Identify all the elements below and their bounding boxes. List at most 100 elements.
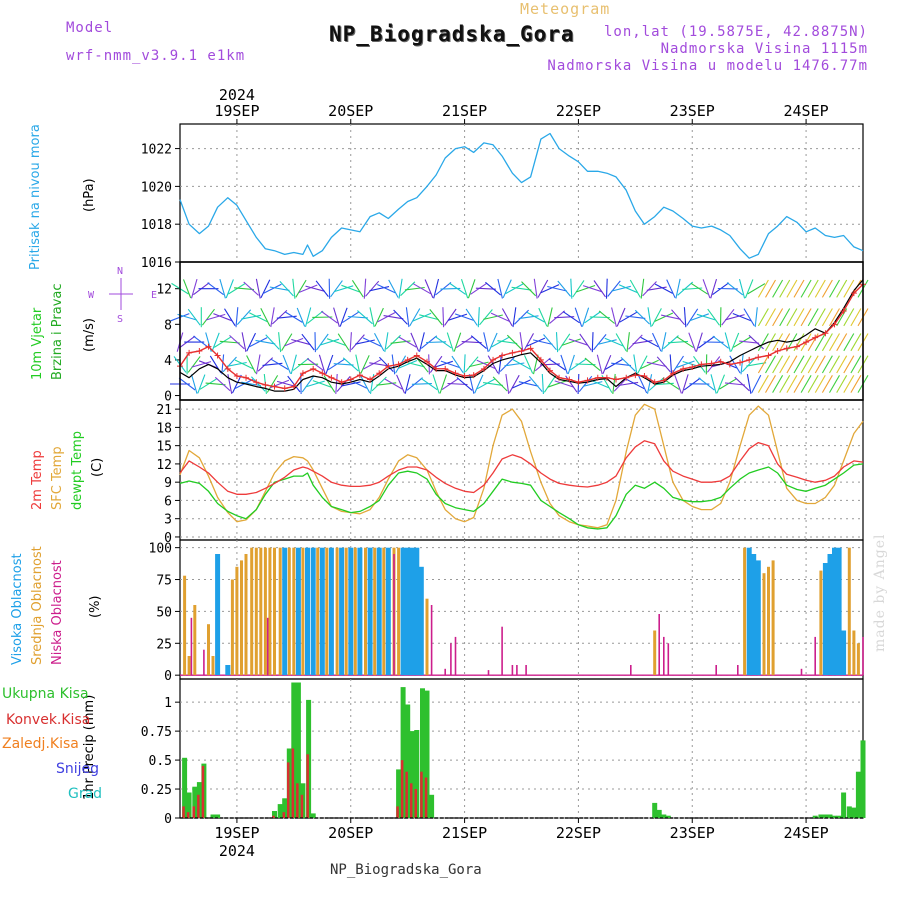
wind-barb (793, 355, 805, 374)
wind-barb (350, 334, 365, 351)
wind-mean-marker (746, 356, 753, 363)
wind-barb (512, 307, 517, 328)
wind-barb (615, 333, 627, 352)
cloud-bar-mid (771, 560, 775, 676)
wind-mean-marker (822, 330, 829, 337)
legend-graupel: Grad (68, 786, 103, 802)
wind-barb (562, 311, 580, 324)
cloud-bar-mid (250, 547, 254, 676)
wind-barb (362, 337, 382, 347)
precip-bar-total (429, 794, 435, 818)
wind-barb (793, 279, 805, 298)
cloud-bar-low (630, 665, 632, 676)
panel-frame-pressure (179, 123, 864, 263)
wind-barb (734, 376, 750, 392)
wind-barb (548, 358, 566, 371)
wind-barb (464, 356, 479, 373)
wind-barb (461, 341, 482, 344)
wind-barb (229, 334, 245, 350)
cloud-bar-high (836, 547, 842, 676)
cloud-bar-low (444, 668, 446, 676)
cloud-ylabel-mid: Srednja Oblacnost (30, 546, 45, 665)
wind-barb (400, 281, 416, 297)
cloud-bar-high (310, 547, 316, 676)
wind-barb (232, 374, 242, 394)
wind-barb (578, 375, 593, 393)
cloud-bar-mid (211, 656, 215, 676)
wind-barb (448, 282, 467, 295)
wind-mean-marker (641, 372, 648, 379)
precip-bar-total (405, 704, 411, 818)
wind-barb (730, 332, 740, 352)
ytick-label-cloud: 50 (156, 605, 172, 620)
wind-barb (526, 337, 546, 347)
wind-barb (257, 357, 274, 372)
wind-barb (772, 355, 784, 374)
wind-mean-marker (356, 372, 363, 379)
wind-barb (772, 375, 784, 393)
wind-barb (434, 335, 452, 349)
ytick-label-temperature: 12 (156, 458, 172, 473)
wind-barb (754, 307, 758, 328)
wind-barb (747, 283, 766, 295)
precip-bar-convective (300, 794, 304, 818)
precip-bar-total (661, 814, 667, 818)
wind-barb (661, 332, 667, 353)
wind-barb (205, 313, 226, 321)
wind-barb (800, 279, 812, 298)
wind-barb (547, 380, 567, 388)
wind-barb (741, 356, 757, 373)
wind-mean-marker (253, 379, 260, 386)
wind-barb (377, 284, 396, 294)
wind-barb (271, 309, 288, 325)
cloud-bar-high (751, 554, 757, 676)
wind-barb (626, 332, 630, 353)
wind-barb (574, 307, 583, 327)
wind-mean-marker (310, 365, 317, 372)
wind-barb (765, 308, 776, 327)
precip-bar-total (827, 814, 833, 818)
cloud-bar-mid (819, 570, 823, 676)
wind-barb (398, 359, 418, 369)
wind-barb (347, 315, 368, 319)
wind-barb (843, 279, 855, 298)
wind-barb (442, 307, 445, 328)
wind-barb (490, 312, 510, 322)
wind-barb (688, 332, 697, 352)
wind-barb (575, 284, 596, 293)
precip-bar-convective (282, 812, 285, 818)
wind-barb (284, 337, 304, 347)
ytick-label-pressure: 1022 (141, 143, 172, 158)
wind-mean-marker (698, 361, 705, 368)
wind-barb (721, 308, 735, 326)
wind-barb (597, 339, 617, 346)
wind-mean-marker (271, 383, 278, 390)
cloud-bar-mid (767, 566, 770, 676)
wind-barb (305, 380, 325, 388)
wind-barb (429, 309, 443, 326)
wind-barb (572, 280, 585, 298)
compass-w-label: W (88, 290, 95, 301)
wind-barb (213, 313, 233, 322)
wind-barb (492, 376, 508, 392)
wind-barb (607, 280, 621, 297)
wind-barb (702, 279, 711, 299)
wind-barb (235, 307, 239, 328)
wind-barb (765, 375, 776, 393)
wind-barb (512, 359, 531, 370)
wind-barb (611, 285, 631, 292)
cloud-bar-mid (278, 547, 282, 676)
wind-barb (355, 339, 375, 345)
wind-barb (243, 281, 259, 296)
wind-barb (757, 308, 769, 327)
wind-barb (385, 334, 401, 350)
precip-bar-total (282, 798, 288, 818)
wind-mean-marker (243, 374, 250, 381)
wind-barb (676, 336, 694, 349)
wind-barb (292, 278, 296, 299)
wind-barb (225, 279, 234, 299)
wind-barb (538, 307, 548, 327)
wind-barb (384, 378, 403, 390)
wind-barb (341, 284, 361, 293)
wind-mean-marker (424, 358, 431, 365)
